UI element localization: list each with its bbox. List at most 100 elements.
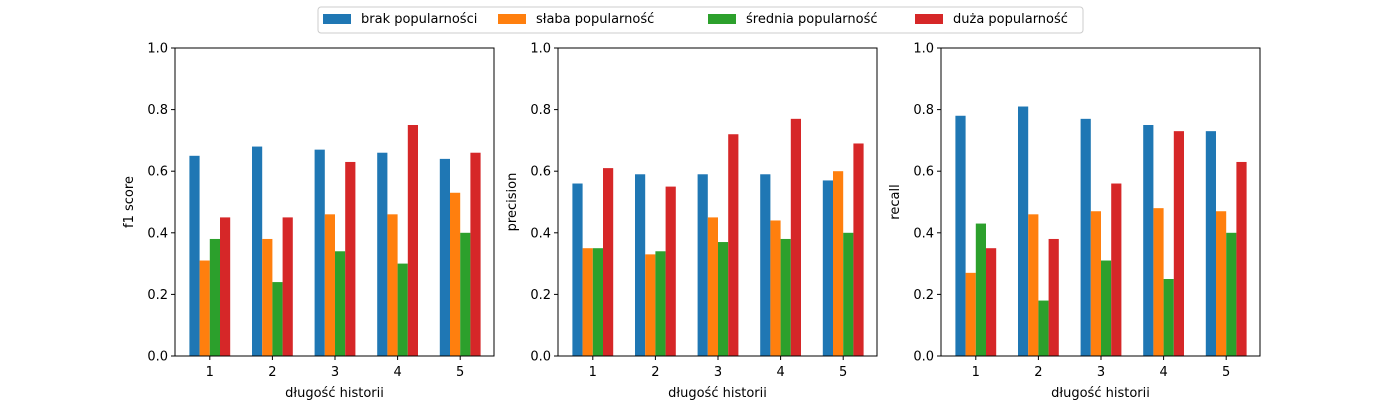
bar [718, 242, 729, 356]
bar [1226, 232, 1237, 356]
bar [397, 263, 408, 356]
y-tick-label: 0.6 [530, 165, 551, 180]
bar [603, 168, 614, 356]
x-tick-label: 5 [839, 365, 847, 380]
bar [252, 146, 263, 356]
bar [1111, 183, 1122, 356]
y-tick-label: 0.2 [530, 288, 551, 303]
x-tick-label: 4 [1159, 365, 1167, 380]
x-tick-label: 5 [456, 365, 464, 380]
x-axis-label: długość historii [285, 386, 384, 400]
x-tick-label: 1 [589, 365, 597, 380]
x-tick-label: 5 [1222, 365, 1230, 380]
bar [470, 152, 481, 356]
y-axis-label: recall [888, 184, 903, 219]
bar [1090, 211, 1101, 356]
chart-panel: 0.0 0.2 0.4 0.6 0.8 1.0 1 2 3 4 5 długość historii r… [888, 42, 1261, 400]
bar [965, 272, 976, 356]
bar [770, 220, 781, 356]
x-tick-label: 2 [268, 365, 276, 380]
y-tick-label: 0.8 [147, 103, 168, 118]
bar [790, 118, 801, 356]
bar [189, 155, 200, 356]
bar [645, 254, 656, 356]
y-tick-label: 1.0 [913, 42, 934, 57]
bar [986, 248, 997, 356]
bar [335, 251, 346, 356]
bar [220, 217, 231, 356]
bar [1080, 118, 1091, 356]
bar [955, 115, 966, 356]
bar [707, 217, 718, 356]
y-tick-label: 0.0 [147, 350, 168, 365]
bar [377, 152, 388, 356]
x-tick-label: 1 [972, 365, 980, 380]
bar [1028, 214, 1039, 356]
bar [833, 171, 844, 356]
bar [853, 143, 864, 356]
legend-label: średnia popularność [746, 12, 878, 27]
bar [572, 183, 583, 356]
bar [1101, 260, 1112, 356]
y-tick-label: 0.8 [913, 103, 934, 118]
bar [1143, 125, 1154, 356]
bar [282, 217, 293, 356]
x-tick-label: 4 [776, 365, 784, 380]
bar [975, 223, 986, 356]
y-tick-label: 0.4 [147, 226, 168, 241]
x-tick-label: 2 [1034, 365, 1042, 380]
x-axis-label: długość historii [1051, 386, 1150, 400]
bar [324, 214, 335, 356]
bar [439, 158, 450, 356]
bar [450, 192, 461, 356]
bar [635, 174, 646, 356]
legend-label: brak popularności [361, 12, 477, 27]
x-tick-label: 3 [331, 365, 339, 380]
y-tick-label: 1.0 [530, 42, 551, 57]
y-axis-label: f1 score [122, 176, 137, 228]
bar [843, 232, 854, 356]
bar [199, 260, 210, 356]
bar [1205, 131, 1216, 356]
y-tick-label: 0.2 [913, 288, 934, 303]
legend-label: słaba popularność [536, 12, 654, 27]
bar [728, 134, 739, 356]
bar [345, 161, 356, 356]
bar [665, 186, 676, 356]
y-tick-label: 0.6 [913, 165, 934, 180]
chart-panels: 0.0 0.2 0.4 0.6 0.8 1.0 1 2 3 4 5 długość historii f… [122, 42, 1261, 400]
x-axis-label: długość historii [668, 386, 767, 400]
chart-panel: 0.0 0.2 0.4 0.6 0.8 1.0 1 2 3 4 5 długość historii p… [505, 42, 878, 400]
bar [1038, 300, 1049, 356]
bar [314, 149, 325, 356]
x-tick-label: 2 [651, 365, 659, 380]
y-tick-label: 0.8 [530, 103, 551, 118]
y-axis-label: precision [505, 173, 520, 232]
legend-swatch [915, 14, 943, 24]
y-tick-label: 0.2 [147, 288, 168, 303]
x-tick-label: 4 [393, 365, 401, 380]
bar [272, 282, 283, 356]
bar [1048, 238, 1059, 356]
bar [655, 251, 666, 356]
bar [1173, 131, 1184, 356]
bar [697, 174, 708, 356]
bar [262, 238, 273, 356]
legend-swatch [498, 14, 526, 24]
bar [760, 174, 771, 356]
bar [1236, 161, 1247, 356]
bar [1018, 106, 1029, 357]
y-tick-label: 0.6 [147, 165, 168, 180]
bar [822, 180, 833, 356]
bar [407, 125, 418, 356]
bar [209, 238, 220, 356]
legend-swatch [323, 14, 351, 24]
y-tick-label: 0.4 [530, 226, 551, 241]
y-tick-label: 0.0 [913, 350, 934, 365]
y-tick-label: 1.0 [147, 42, 168, 57]
legend-frame [317, 6, 1084, 34]
legend-label: duża popularność [953, 12, 1068, 27]
bar [582, 248, 593, 356]
bar [387, 214, 398, 356]
